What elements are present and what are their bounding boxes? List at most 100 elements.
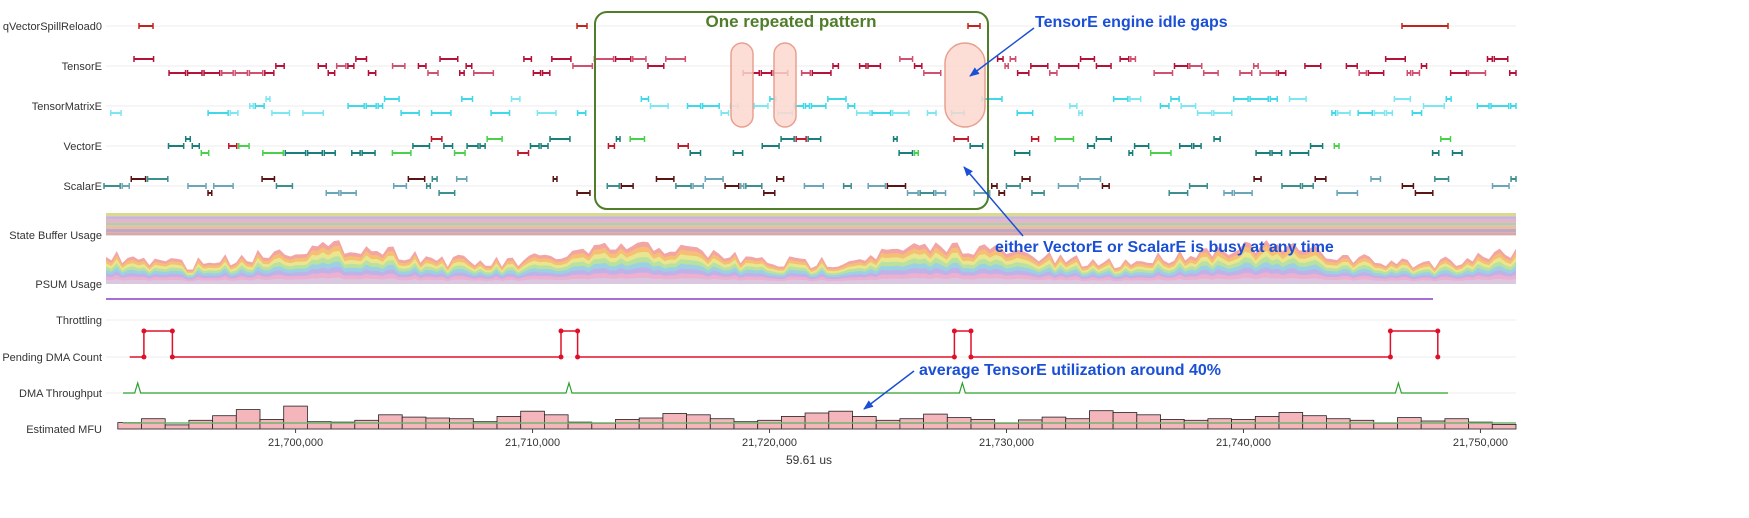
scalare-instruction [261, 176, 276, 182]
tensormatrix-instruction [701, 103, 720, 109]
x-tick-label: 21,700,000 [268, 437, 323, 449]
scalare-instruction [455, 176, 468, 182]
scalare-instruction [207, 190, 213, 196]
lane-label-qvector: qVectorSpillReload0 [3, 21, 102, 33]
mfu-bar [520, 410, 545, 430]
utilization-arrow [863, 370, 915, 410]
tensormatrix-instruction [265, 96, 271, 102]
tensore-instruction [899, 56, 914, 62]
state-buffer-layer [106, 219, 1516, 223]
spill-reload-segment [138, 23, 154, 29]
pending-dma-point [575, 354, 581, 360]
tensore-instruction [1508, 70, 1517, 76]
scalare-instruction [763, 190, 776, 196]
tensore-instruction [1004, 63, 1009, 69]
pending-dma-point [141, 354, 147, 360]
lane-label-scalare: ScalarE [63, 181, 102, 193]
pending-dma-point [1435, 328, 1441, 334]
lane-label-dma: DMA Throughput [19, 388, 102, 400]
tensormatrix-instruction [1016, 110, 1034, 116]
scalare-instruction [1021, 176, 1031, 182]
lane-label-pending: Pending DMA Count [2, 352, 102, 364]
tensormatrix-instruction [810, 103, 827, 109]
lane-label-mfu: Estimated MFU [26, 424, 102, 436]
tensormatrix-instruction [490, 110, 511, 116]
tensore-instruction [248, 70, 264, 76]
tensormatrix-instruction [510, 96, 521, 102]
state-buffer-usage-area [106, 213, 1516, 236]
tensore-instruction [996, 56, 1004, 62]
tensormatrix-instruction [1373, 110, 1386, 116]
mfu-bar [1183, 419, 1209, 430]
scalare-instruction [121, 183, 131, 189]
tensore-instruction [593, 56, 615, 62]
vectore-instruction [228, 143, 238, 149]
mfu-bar [283, 405, 308, 430]
scalare-instruction [1491, 183, 1510, 189]
tensore-instruction [572, 63, 594, 69]
tensormatrix-instruction [720, 110, 730, 116]
tensormatrix-instruction [804, 103, 811, 109]
tensore-instruction [832, 63, 840, 69]
idle-gap-highlight [944, 42, 986, 128]
annotations: One repeated pattern TensorE engine idle … [594, 11, 1334, 410]
vectore-instruction [1193, 143, 1202, 149]
vectore-instruction [486, 136, 503, 142]
x-tick-label: 21,720,000 [742, 437, 797, 449]
tensore-instruction [1358, 70, 1368, 76]
vectore-instruction [191, 143, 201, 149]
scalare-instruction [392, 183, 408, 189]
scalare-instruction [438, 190, 456, 196]
tensormatrix-instruction [347, 103, 365, 109]
lane-label-vectore: VectorE [63, 141, 102, 153]
scalare-instruction [842, 183, 852, 189]
tensormatrix-instruction [383, 96, 400, 102]
tensore-instruction [1153, 70, 1174, 76]
tensore-instruction [133, 56, 155, 62]
lane-label-throttling: Throttling [56, 315, 102, 327]
vectore-instruction [1451, 150, 1463, 156]
state-buffer-layer [106, 213, 1516, 217]
tensormatrix-instruction [855, 110, 871, 116]
repeated-pattern-box [594, 11, 989, 210]
vectore-instruction [1013, 150, 1031, 156]
tensore-instruction [923, 70, 942, 76]
tensormatrix-instruction [1159, 103, 1170, 109]
busy-arrow [963, 166, 1024, 237]
scalare-instruction [275, 183, 294, 189]
mfu-bar [970, 418, 996, 430]
vectore-instruction [361, 150, 376, 156]
x-tick-label: 21,710,000 [505, 437, 560, 449]
lane-label-tensore: TensorE [62, 61, 102, 73]
tensormatrix-instruction [1196, 110, 1213, 116]
vectore-instruction [184, 136, 192, 142]
tensore-instruction [632, 56, 647, 62]
idle-gap-highlight [730, 42, 754, 128]
tensormatrix-instruction [1357, 110, 1373, 116]
vectore-instruction [1431, 150, 1440, 156]
pending-dma-point [1387, 354, 1393, 360]
mfu-bar [544, 414, 569, 430]
mfu-bar [1349, 419, 1375, 430]
pending-dma-point [951, 354, 957, 360]
vectore-instruction [323, 150, 336, 156]
tensore-instruction [1420, 63, 1428, 69]
mfu-bar [1373, 422, 1398, 430]
scalare-instruction [1414, 190, 1434, 196]
tensormatrix-instruction [536, 110, 557, 116]
vectore-instruction [898, 150, 914, 156]
tensore-instruction [1259, 70, 1278, 76]
tensore-instruction [551, 56, 572, 62]
vectore-instruction [1213, 136, 1221, 142]
tensore-instruction [427, 70, 439, 76]
vectore-instruction [306, 150, 324, 156]
tensore-instruction [647, 63, 665, 69]
scalare-instruction [692, 183, 705, 189]
tensormatrix-instruction [753, 103, 769, 109]
scalare-instruction [146, 176, 169, 182]
tensormatrix-instruction [1422, 103, 1446, 109]
tensore-instruction [1009, 56, 1017, 62]
tensore-instruction [523, 56, 533, 62]
tensormatrix-instruction [1288, 96, 1307, 102]
